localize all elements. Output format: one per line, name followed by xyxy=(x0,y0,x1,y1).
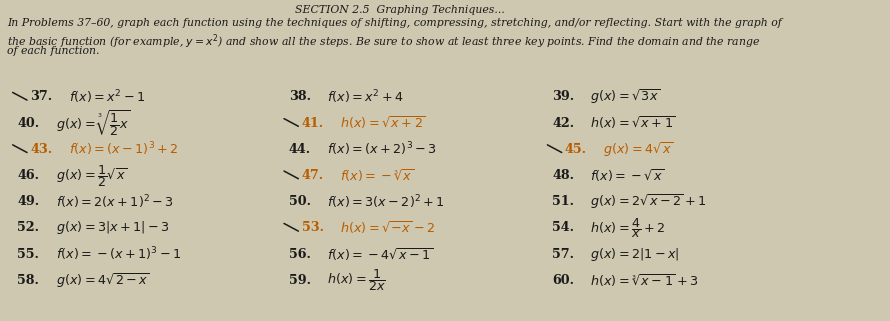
Text: 55.: 55. xyxy=(18,247,39,261)
Text: 58.: 58. xyxy=(18,274,39,287)
Text: $h(x) = \sqrt{x+2}$: $h(x) = \sqrt{x+2}$ xyxy=(340,115,425,132)
Text: $g(x) = \dfrac{1}{2}\sqrt{x}$: $g(x) = \dfrac{1}{2}\sqrt{x}$ xyxy=(56,162,127,188)
Text: 43.: 43. xyxy=(30,143,53,156)
Text: $h(x) = \dfrac{4}{x} + 2$: $h(x) = \dfrac{4}{x} + 2$ xyxy=(590,216,666,240)
Text: $g(x) = 2\sqrt{x-2}+1$: $g(x) = 2\sqrt{x-2}+1$ xyxy=(590,192,708,211)
Text: 60.: 60. xyxy=(552,274,574,287)
Text: $g(x) = \sqrt[3]{\dfrac{1}{2}x}$: $g(x) = \sqrt[3]{\dfrac{1}{2}x}$ xyxy=(56,108,131,138)
Text: 38.: 38. xyxy=(289,91,311,103)
Text: 46.: 46. xyxy=(18,169,39,182)
Text: $f(x) = (x-1)^3 + 2$: $f(x) = (x-1)^3 + 2$ xyxy=(69,141,178,158)
Text: 57.: 57. xyxy=(552,247,574,261)
Text: 44.: 44. xyxy=(289,143,311,156)
Text: 54.: 54. xyxy=(552,221,574,234)
Text: 56.: 56. xyxy=(289,247,311,261)
Text: $f(x) = (x+2)^3 - 3$: $f(x) = (x+2)^3 - 3$ xyxy=(328,141,437,158)
Text: of each function.: of each function. xyxy=(7,46,100,56)
Text: 39.: 39. xyxy=(552,91,574,103)
Text: $h(x) = \sqrt{-x} - 2$: $h(x) = \sqrt{-x} - 2$ xyxy=(340,220,435,236)
Text: 52.: 52. xyxy=(18,221,39,234)
Text: $g(x) = \sqrt{3x}$: $g(x) = \sqrt{3x}$ xyxy=(590,88,660,106)
Text: 37.: 37. xyxy=(30,91,53,103)
Text: 53.: 53. xyxy=(302,221,324,234)
Text: 50.: 50. xyxy=(289,195,311,208)
Text: $f(x) = x^2 + 4$: $f(x) = x^2 + 4$ xyxy=(328,88,404,106)
Text: $f(x) = x^2 - 1$: $f(x) = x^2 - 1$ xyxy=(69,88,145,106)
Text: $f(x) = -\sqrt[3]{x}$: $f(x) = -\sqrt[3]{x}$ xyxy=(340,167,414,184)
Text: $f(x) = -\sqrt{x}$: $f(x) = -\sqrt{x}$ xyxy=(590,167,665,184)
Text: the basic function (for example, $y = x^2$) and show all the steps. Be sure to s: the basic function (for example, $y = x^… xyxy=(7,33,760,51)
Text: $h(x) = \dfrac{1}{2x}$: $h(x) = \dfrac{1}{2x}$ xyxy=(328,267,386,293)
Text: $f(x) = -(x+1)^3 - 1$: $f(x) = -(x+1)^3 - 1$ xyxy=(56,245,181,263)
Text: 42.: 42. xyxy=(552,117,574,130)
Text: $f(x) = 2(x+1)^2 - 3$: $f(x) = 2(x+1)^2 - 3$ xyxy=(56,193,174,211)
Text: $h(x) = \sqrt[3]{x-1}+3$: $h(x) = \sqrt[3]{x-1}+3$ xyxy=(590,272,699,289)
Text: 48.: 48. xyxy=(552,169,574,182)
Text: 49.: 49. xyxy=(18,195,39,208)
Text: $h(x) = \sqrt{x+1}$: $h(x) = \sqrt{x+1}$ xyxy=(590,115,676,132)
Text: $g(x) = 3|x+1| - 3$: $g(x) = 3|x+1| - 3$ xyxy=(56,220,170,237)
Text: 45.: 45. xyxy=(565,143,587,156)
Text: 40.: 40. xyxy=(18,117,39,130)
Text: $f(x) = 3(x-2)^2 + 1$: $f(x) = 3(x-2)^2 + 1$ xyxy=(328,193,445,211)
Text: $g(x) = 2|1-x|$: $g(x) = 2|1-x|$ xyxy=(590,246,680,263)
Text: $f(x) = -4\sqrt{x-1}$: $f(x) = -4\sqrt{x-1}$ xyxy=(328,246,433,263)
Text: $g(x) = 4\sqrt{x}$: $g(x) = 4\sqrt{x}$ xyxy=(603,140,674,159)
Text: 51.: 51. xyxy=(552,195,574,208)
Text: 47.: 47. xyxy=(302,169,324,182)
Text: SECTION 2.5  Graphing Techniques...: SECTION 2.5 Graphing Techniques... xyxy=(295,5,505,15)
Text: 59.: 59. xyxy=(289,274,311,287)
Text: 41.: 41. xyxy=(302,117,324,130)
Text: $g(x) = 4\sqrt{2-x}$: $g(x) = 4\sqrt{2-x}$ xyxy=(56,271,150,290)
Text: In Problems 37–60, graph each function using the techniques of shifting, compres: In Problems 37–60, graph each function u… xyxy=(7,18,781,28)
